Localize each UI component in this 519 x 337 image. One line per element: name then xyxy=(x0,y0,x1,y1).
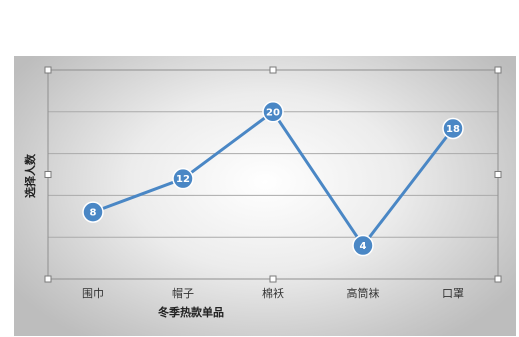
data-label: 4 xyxy=(360,241,367,252)
x-tick-label: 帽子 xyxy=(172,287,194,300)
data-point[interactable]: 18 xyxy=(442,117,464,140)
x-tick-label: 棉袄 xyxy=(262,286,284,300)
data-point-marker xyxy=(442,117,464,140)
resize-handle[interactable] xyxy=(269,66,277,74)
resize-handle[interactable] xyxy=(494,275,502,283)
data-point-marker xyxy=(172,167,194,190)
data-point[interactable]: 8 xyxy=(82,201,104,223)
data-label: 8 xyxy=(90,208,97,219)
data-point-marker xyxy=(352,234,374,257)
data-label: 12 xyxy=(176,174,190,185)
x-axis-title: 冬季热款单品 xyxy=(158,305,224,319)
series-line xyxy=(92,110,455,248)
y-axis-title: 选择人数 xyxy=(23,153,37,198)
x-tick-label: 高筒袜 xyxy=(347,286,380,300)
x-tick-labels: 围巾 帽子 棉袄 高筒袜 口罩 xyxy=(82,286,464,300)
resize-handle[interactable] xyxy=(494,66,502,74)
chart-area[interactable]: 8 12 20 4 18 围巾 帽子 棉袄 高筒袜 口罩 冬季热款单品 选择人数 xyxy=(14,56,516,336)
resize-handle[interactable] xyxy=(44,66,52,74)
data-label: 18 xyxy=(446,124,460,135)
resize-handle[interactable] xyxy=(494,171,502,178)
x-tick-label: 口罩 xyxy=(442,287,464,300)
x-tick-label: 围巾 xyxy=(82,286,104,300)
gridlines xyxy=(48,111,498,238)
data-point-marker xyxy=(262,101,284,123)
data-markers: 8 12 20 4 18 xyxy=(82,101,464,257)
resize-handle[interactable] xyxy=(269,275,277,283)
data-point-marker xyxy=(82,201,104,223)
data-point[interactable]: 20 xyxy=(262,101,284,123)
data-point[interactable]: 4 xyxy=(352,234,374,257)
resize-handle[interactable] xyxy=(44,275,52,283)
selection-handles xyxy=(44,66,502,283)
resize-handle[interactable] xyxy=(44,171,52,178)
data-label: 20 xyxy=(266,107,280,118)
data-point[interactable]: 12 xyxy=(172,167,194,190)
